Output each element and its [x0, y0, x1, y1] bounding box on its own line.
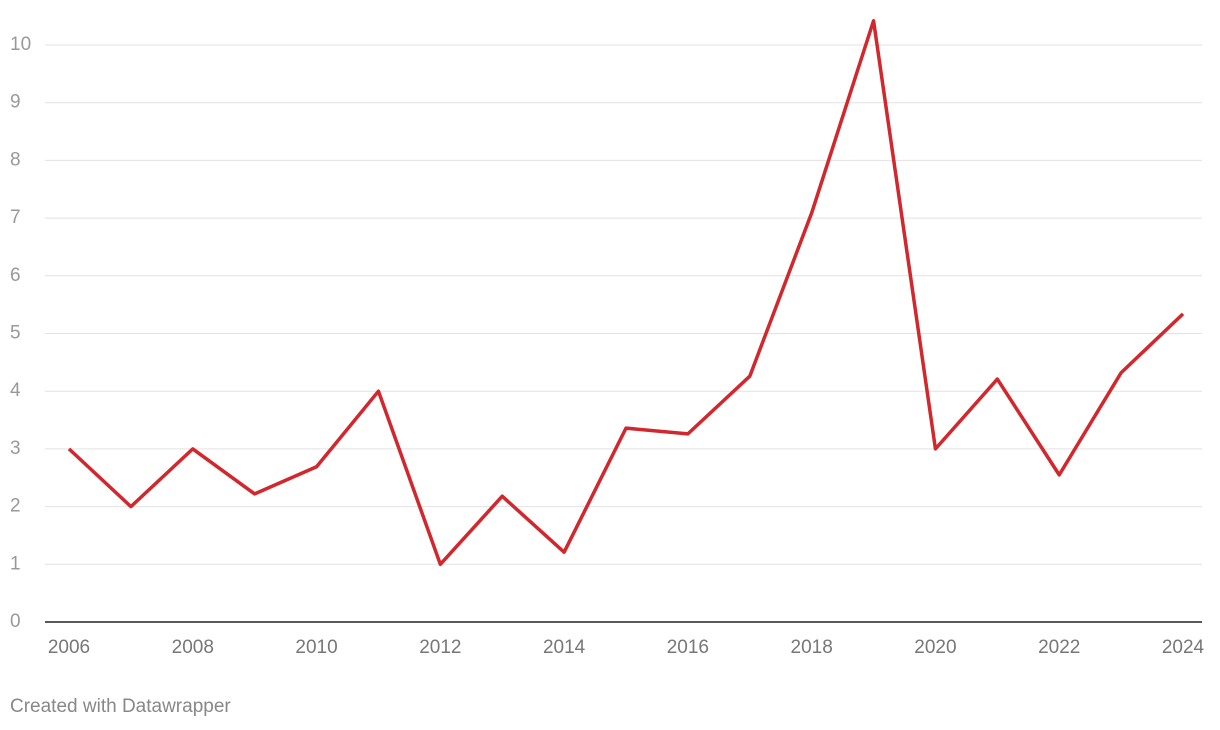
x-tick-label: 2024	[1162, 637, 1205, 658]
x-tick-label: 2008	[172, 637, 214, 658]
y-tick-label: 9	[10, 92, 21, 113]
y-tick-label: 8	[10, 149, 21, 170]
y-tick-label: 2	[10, 496, 21, 517]
y-tick-label: 4	[10, 380, 21, 401]
y-tick-label: 3	[10, 438, 21, 459]
y-tick-label: 10	[10, 34, 31, 55]
y-tick-label: 0	[10, 611, 21, 632]
x-tick-label: 2014	[543, 637, 586, 658]
x-tick-label: 2012	[419, 637, 461, 658]
x-tick-label: 2016	[667, 637, 709, 658]
y-tick-label: 7	[10, 207, 21, 228]
x-tick-label: 2018	[791, 637, 833, 658]
y-tick-label: 6	[10, 265, 21, 286]
x-tick-label: 2020	[914, 637, 956, 658]
x-tick-label: 2010	[295, 637, 337, 658]
y-tick-label: 1	[10, 553, 21, 574]
x-tick-label: 2022	[1038, 637, 1080, 658]
credit: Created with Datawrapper	[10, 696, 231, 717]
data-line	[67, 19, 1185, 567]
x-tick-label: 2006	[48, 637, 90, 658]
y-tick-label: 5	[10, 323, 21, 344]
